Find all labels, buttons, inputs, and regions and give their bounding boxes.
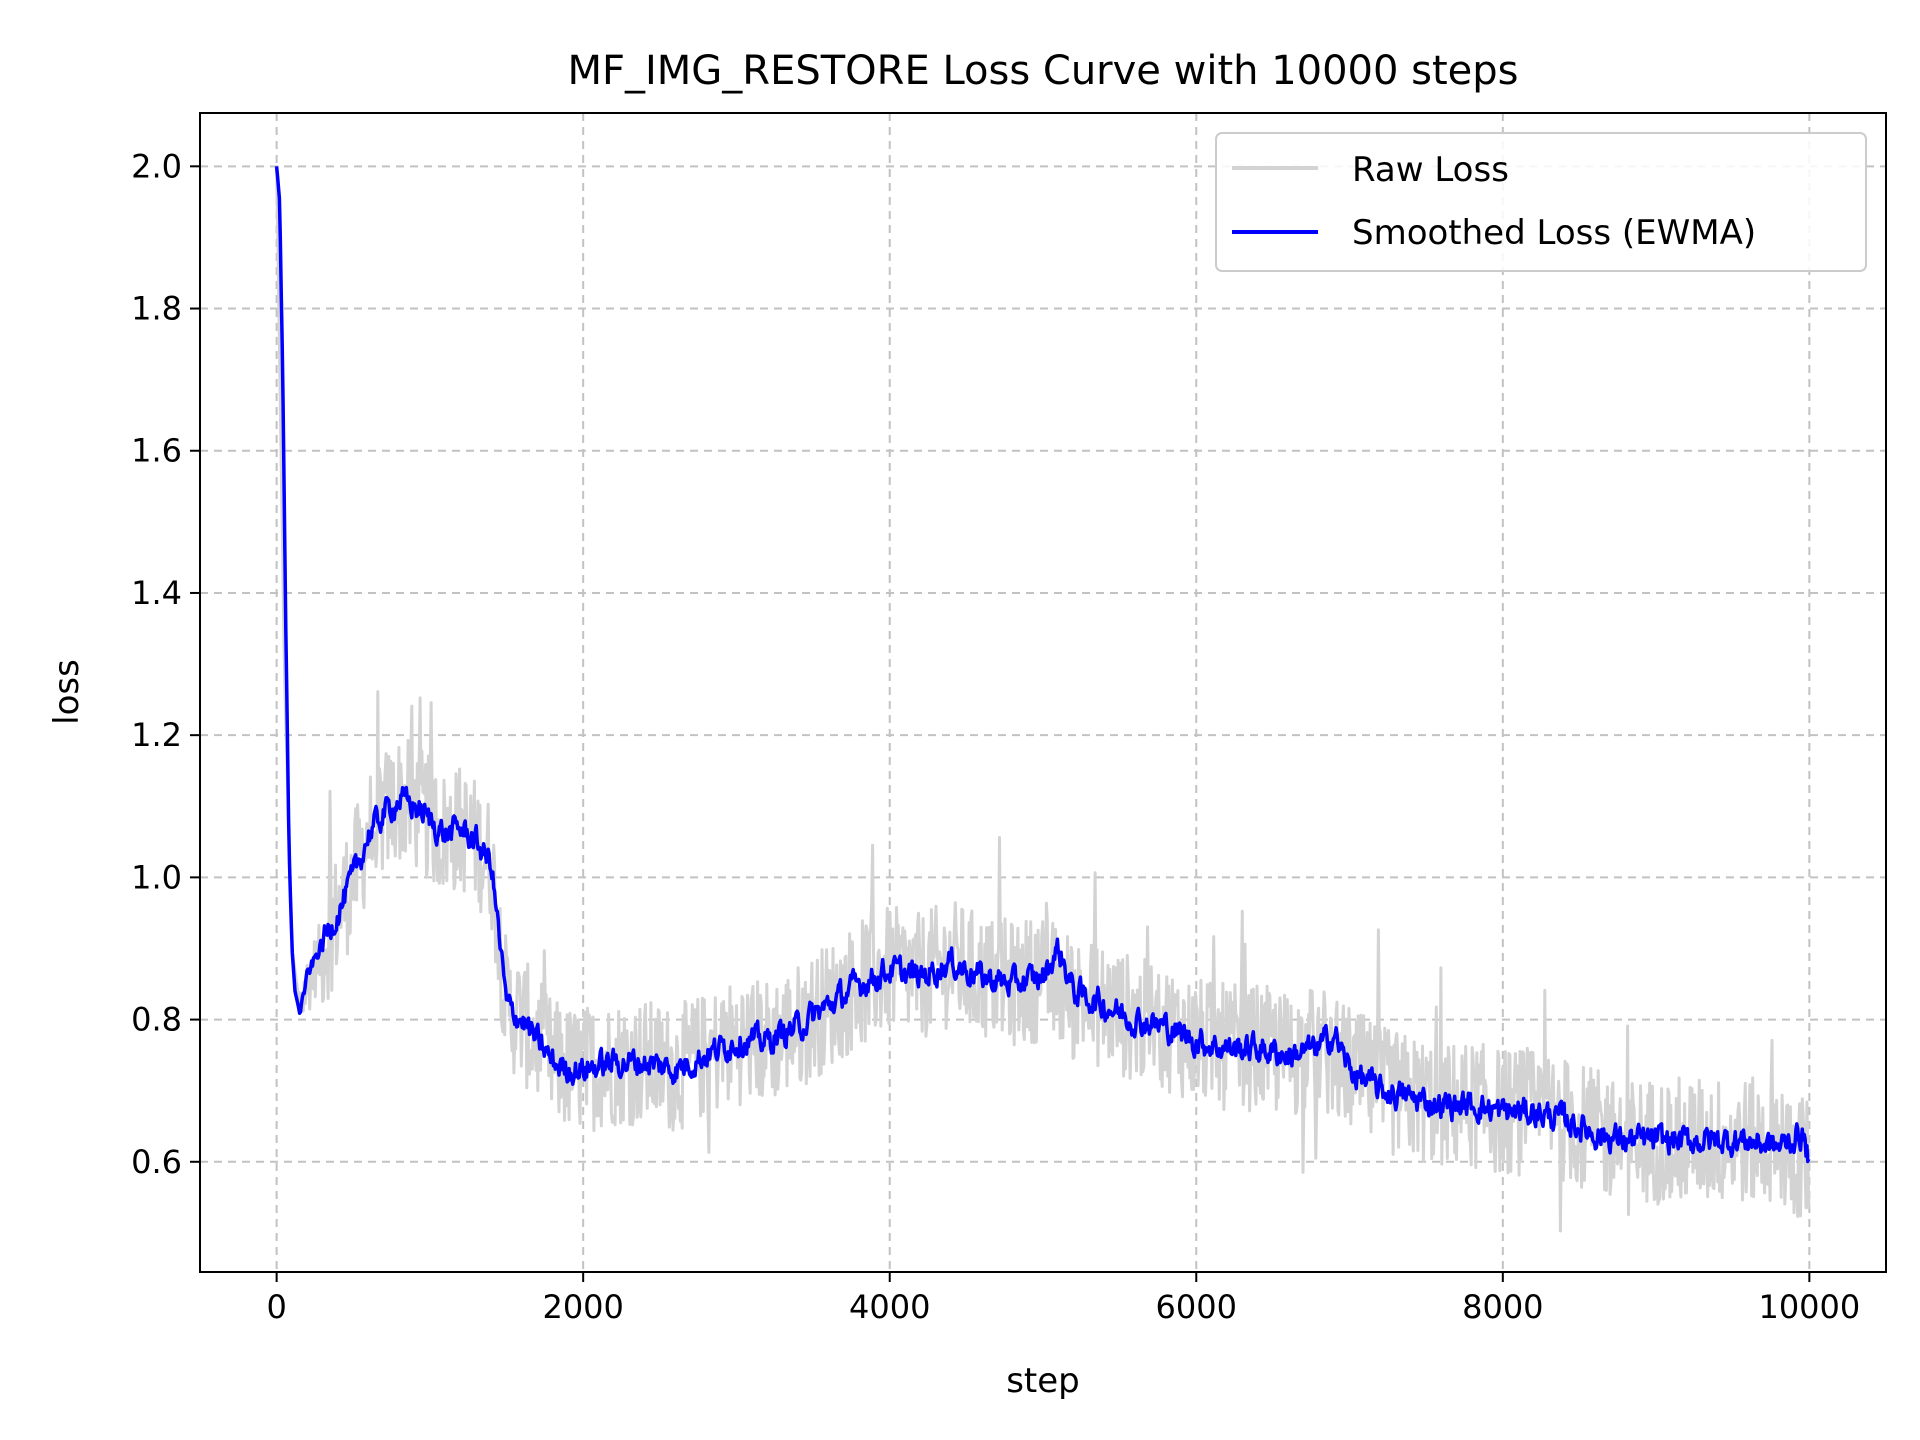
legend-box: [1215, 132, 1867, 272]
legend: Raw Loss Smoothed Loss (EWMA): [1215, 132, 1867, 272]
x-axis-label: step: [1006, 1361, 1080, 1401]
y-axis-label: loss: [47, 659, 87, 725]
legend-label-smoothed: Smoothed Loss (EWMA): [1352, 213, 1756, 253]
y-tick-label: 0.6: [131, 1143, 182, 1181]
x-tick-label: 10000: [1758, 1288, 1860, 1326]
plot-frame: [199, 112, 1887, 1273]
smoothed-loss-line: [274, 166, 1811, 1164]
x-tick-label: 0: [266, 1288, 286, 1326]
ticks: 0 2000 4000 6000 8000 10000 0.6 0.8 1.0 1.2 1.4 1.6…: [131, 147, 1860, 1326]
x-tick-label: 2000: [542, 1288, 623, 1326]
x-tick-label: 8000: [1462, 1288, 1543, 1326]
x-tick-label: 4000: [849, 1288, 930, 1326]
chart-title: MF_IMG_RESTORE Loss Curve with 10000 ste…: [567, 48, 1518, 94]
y-tick-label: 2.0: [131, 147, 182, 185]
legend-label-raw: Raw Loss: [1352, 150, 1509, 190]
x-tick-label: 6000: [1156, 1288, 1237, 1326]
y-tick-label: 1.0: [131, 858, 182, 896]
y-tick-label: 1.8: [131, 290, 182, 328]
y-tick-label: 1.4: [131, 574, 182, 612]
y-tick-label: 1.6: [131, 432, 182, 470]
series-layer: [274, 166, 1811, 1233]
y-tick-label: 1.2: [131, 716, 182, 754]
y-tick-label: 0.8: [131, 1001, 182, 1039]
raw-loss-line: [275, 166, 1811, 1233]
